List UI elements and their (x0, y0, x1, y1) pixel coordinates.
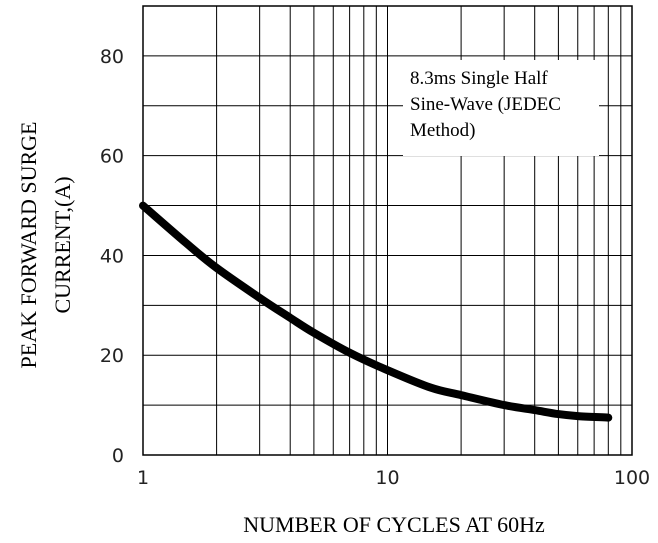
y-tick-label: 40 (100, 245, 124, 267)
plot-border (142, 5, 633, 456)
annotation-line: Method) (410, 120, 475, 141)
x-tick-label: 1 (137, 467, 149, 489)
x-tick-label: 100 (614, 467, 650, 489)
y-tick-labels: 0 20 40 60 80 (100, 46, 124, 467)
x-tick-labels: 1 10 100 (137, 467, 650, 489)
surge-current-curve (139, 201, 613, 422)
y-axis-label: PEAK FORWARD SURGE CURRENT,(A) (16, 122, 75, 369)
annotation-line: Sine-Wave (JEDEC (410, 94, 561, 115)
y-tick-label: 60 (100, 146, 124, 168)
x-tick-label: 10 (375, 467, 399, 489)
y-axis-label-line: PEAK FORWARD SURGE (16, 122, 41, 369)
plot-frame (142, 5, 633, 456)
y-tick-label: 0 (112, 445, 124, 467)
annotation-text: 8.3ms Single Half Sine-Wave (JEDEC Method) (410, 68, 561, 141)
y-tick-label: 20 (100, 345, 124, 367)
series-layer (139, 201, 613, 422)
annotation-background (403, 60, 599, 156)
x-axis-label: NUMBER OF CYCLES AT 60Hz (243, 512, 545, 537)
y-tick-label: 80 (100, 46, 124, 68)
y-axis-label-line: CURRENT,(A) (50, 176, 75, 313)
annotation-line: 8.3ms Single Half (410, 68, 548, 89)
